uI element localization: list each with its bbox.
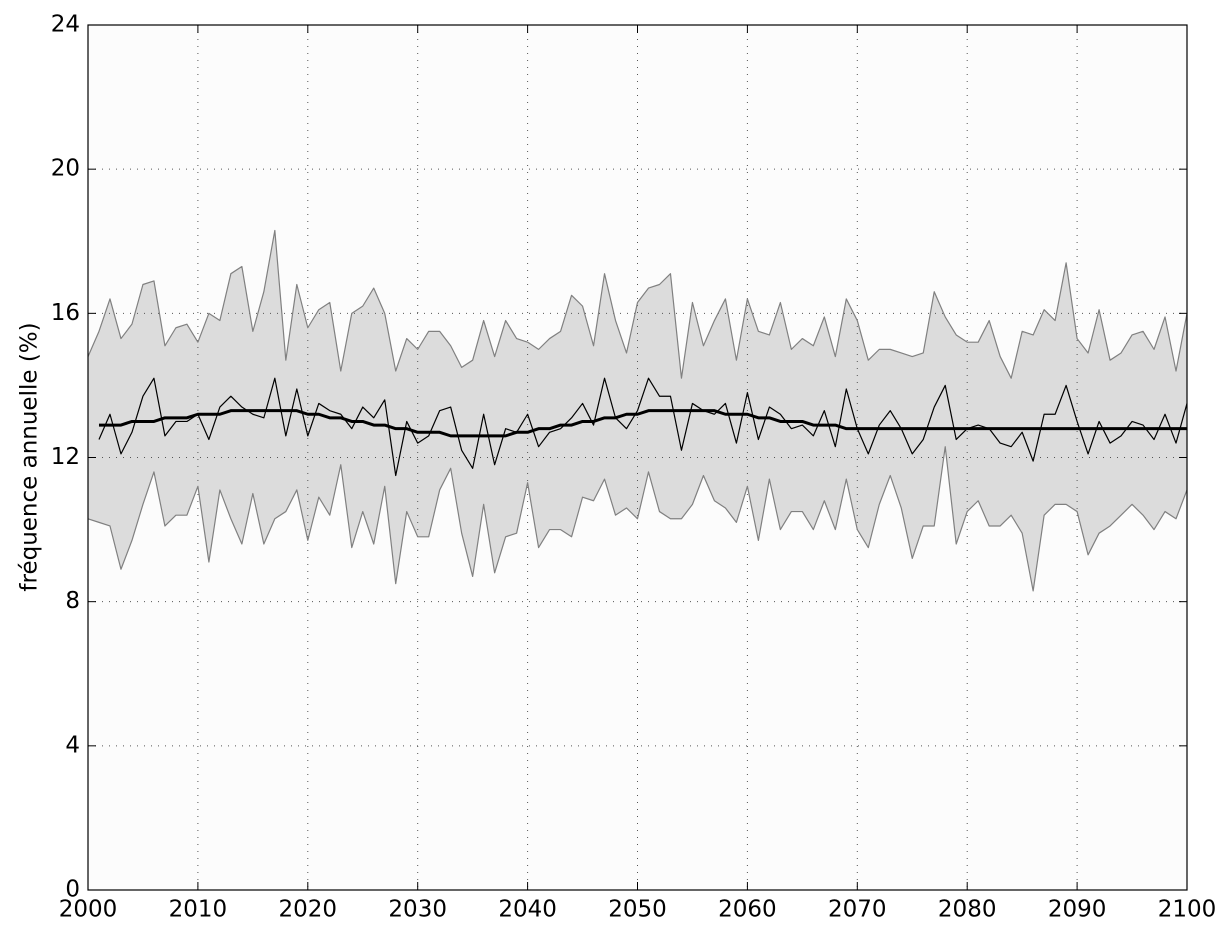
series-line <box>87 446 1188 592</box>
x-tick-label: 2030 <box>388 897 447 923</box>
x-tick-label: 2090 <box>1048 897 1107 923</box>
x-tick-label: 2040 <box>498 897 557 923</box>
y-tick-label: 12 <box>51 444 80 470</box>
x-tick-label: 2100 <box>1158 897 1217 923</box>
x-tick-label: 2070 <box>828 897 887 923</box>
series-line <box>98 409 1187 438</box>
x-tick-label: 2010 <box>169 897 228 923</box>
y-tick-label: 0 <box>65 877 80 903</box>
series-line <box>98 377 1188 477</box>
y-tick-label: 24 <box>51 12 80 38</box>
y-tick-label: 8 <box>65 588 80 614</box>
x-tick-label: 2000 <box>59 897 118 923</box>
x-tick-label: 2050 <box>608 897 667 923</box>
x-tick-label: 2020 <box>279 897 338 923</box>
y-axis-label: fréquence annuelle (%) <box>17 322 43 591</box>
series-line <box>87 229 1188 379</box>
y-tick-label: 20 <box>51 156 80 182</box>
y-tick-label: 16 <box>51 300 80 326</box>
x-tick-label: 2080 <box>938 897 997 923</box>
x-tick-label: 2060 <box>718 897 777 923</box>
y-tick-label: 4 <box>65 732 80 758</box>
